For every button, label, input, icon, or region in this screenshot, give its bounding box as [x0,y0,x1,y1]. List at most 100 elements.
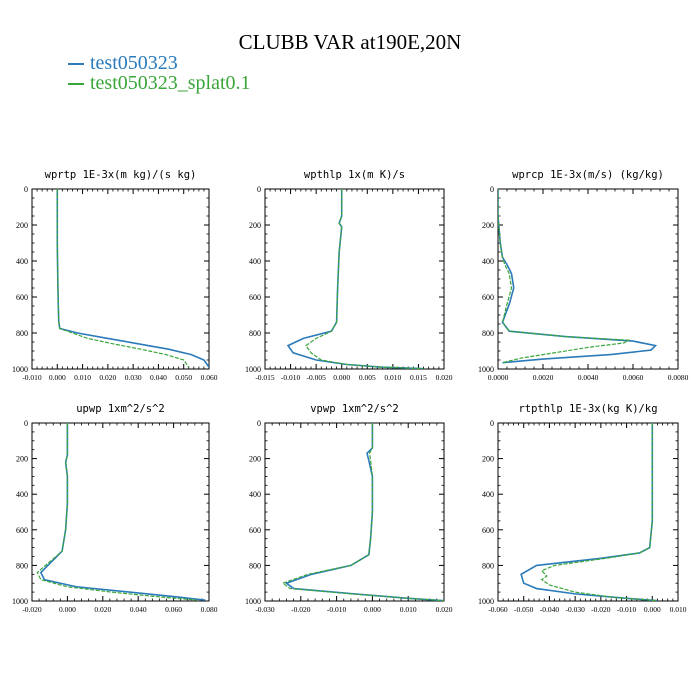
y-tick-label: 600 [249,293,261,302]
x-tick-label: -0.015 [255,373,275,382]
x-tick-label: 0.020 [436,605,453,614]
chart-title: wprcp 1E-3x(m/s) (kg/kg) [512,169,664,181]
y-tick-label: 800 [249,561,261,570]
x-tick-label: 0.005 [359,373,376,382]
x-tick-label: 0.0000 [488,373,509,382]
x-tick-label: -0.060 [488,605,508,614]
y-tick-label: 600 [482,293,494,302]
x-tick-label: -0.040 [540,605,560,614]
x-tick-label: 0.060 [201,373,218,382]
x-tick-label: -0.010 [22,373,42,382]
x-tick-label: 0.000 [49,373,66,382]
x-tick-label: -0.020 [22,605,42,614]
x-tick-label: -0.005 [306,373,326,382]
chart-title: wpthlp 1x(m K)/s [304,169,405,181]
x-tick-label: 0.060 [165,605,182,614]
y-tick-label: 800 [482,561,494,570]
y-tick-label: 800 [16,329,28,338]
y-tick-label: 1000 [478,597,494,606]
y-tick-label: 400 [16,257,28,266]
chart-title: rtpthlp 1E-3x(kg K)/kg [518,403,657,415]
x-tick-label: 0.0040 [578,373,599,382]
legend-entry-series-2: test050323_splat0.1 [68,72,251,95]
legend-label-series-1: test050323 [90,52,178,74]
series-line-2 [56,189,190,368]
x-tick-label: 0.010 [74,373,91,382]
x-tick-label: 0.010 [670,605,687,614]
y-tick-label: 1000 [12,365,28,374]
y-tick-label: 600 [482,526,494,535]
x-tick-label: 0.000 [364,605,381,614]
y-tick-label: 0 [257,185,261,194]
x-tick-label: 0.000 [333,373,350,382]
y-tick-label: 200 [482,221,494,230]
y-tick-label: 1000 [245,597,261,606]
chart-panel-4: upwp 1xm^2/s^2 -0.020 0.000 0.020 0.040 0.060… [12,403,218,614]
x-tick-label: -0.010 [617,605,637,614]
y-tick-label: 0 [24,419,28,428]
legend-label-series-2: test050323_splat0.1 [90,72,251,94]
plot-frame [497,422,679,602]
series-line-2 [36,423,197,601]
y-tick-label: 600 [16,526,28,535]
y-tick-label: 400 [249,490,261,499]
series-line-2 [498,189,631,364]
legend-line-icon [68,62,84,65]
y-tick-label: 200 [16,221,28,230]
x-tick-label: 0.0020 [533,373,554,382]
y-tick-label: 1000 [245,365,261,374]
plot-frame [497,188,679,370]
y-tick-label: 0 [490,185,494,194]
y-tick-label: 200 [16,455,28,464]
chart-panel-2: wpthlp 1x(m K)/s -0.015 -0.010 -0.005 0.000 0… [245,169,453,382]
y-tick-label: 200 [249,455,261,464]
chart-panel-3: wprcp 1E-3x(m/s) (kg/kg) 0.0000 0.0020 0.00… [478,169,689,382]
chart-title: wprtp 1E-3x(m kg)/(s kg) [45,169,197,181]
x-tick-label: 0.020 [436,373,453,382]
y-tick-label: 800 [482,329,494,338]
y-tick-label: 0 [257,419,261,428]
x-tick-label: -0.030 [565,605,585,614]
y-tick-label: 400 [249,257,261,266]
x-tick-label: -0.010 [327,605,347,614]
x-tick-label: -0.020 [591,605,611,614]
plot-frame [31,422,210,602]
x-tick-label: -0.020 [291,605,311,614]
figure-title: CLUBB VAR at190E,20N [238,30,462,54]
y-tick-label: 800 [249,329,261,338]
y-tick-label: 0 [490,419,494,428]
x-tick-label: -0.030 [255,605,275,614]
x-tick-label: 0.000 [644,605,661,614]
chart-title: vpwp 1xm^2/s^2 [310,403,399,415]
x-tick-label: 0.020 [99,373,116,382]
y-tick-label: 0 [24,185,28,194]
series-line-2 [305,189,424,369]
y-tick-label: 200 [249,221,261,230]
y-tick-label: 600 [249,526,261,535]
x-tick-label: 0.015 [410,373,427,382]
series-line-1 [39,423,206,601]
y-tick-label: 800 [16,561,28,570]
x-tick-label: -0.010 [281,373,301,382]
y-tick-label: 400 [482,257,494,266]
legend-line-icon [68,82,84,85]
y-tick-label: 600 [16,293,28,302]
x-tick-label: 0.020 [94,605,111,614]
y-tick-label: 400 [16,490,28,499]
x-tick-label: 0.0060 [623,373,644,382]
x-tick-label: 0.0080 [668,373,689,382]
series-line-1 [286,189,424,369]
x-tick-label: -0.050 [514,605,534,614]
legend-entry-series-1: test050323 [68,52,178,75]
y-tick-label: 1000 [12,597,28,606]
x-tick-label: 0.000 [59,605,76,614]
chart-panel-1: wprtp 1E-3x(m kg)/(s kg) -0.010 0.000 0.010… [12,169,218,382]
y-tick-label: 400 [482,490,494,499]
x-tick-label: 0.030 [125,373,142,382]
plot-frame [264,188,445,370]
series-line-1 [56,189,209,368]
series-line-2 [281,423,444,601]
x-tick-label: 0.050 [175,373,192,382]
y-tick-label: 1000 [478,365,494,374]
